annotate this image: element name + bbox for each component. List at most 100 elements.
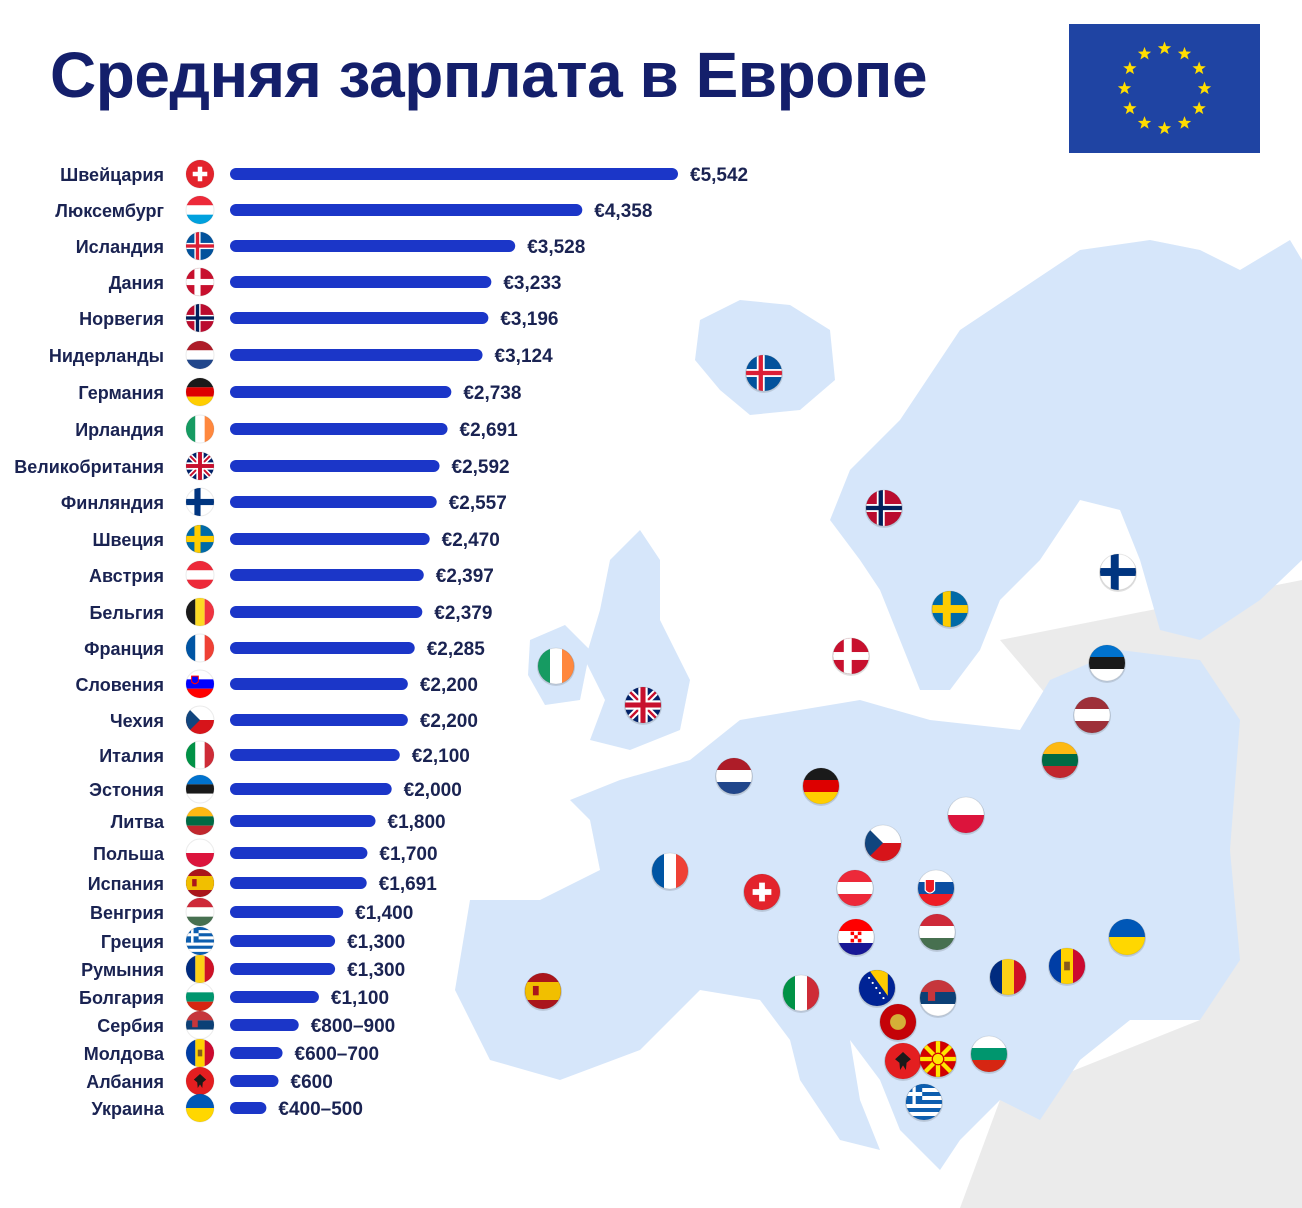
flag-fi-icon	[185, 487, 215, 517]
bar	[230, 847, 368, 859]
bar	[230, 168, 678, 180]
flag-gr-icon	[185, 926, 215, 956]
map-flag-al-icon	[884, 1042, 922, 1081]
map-flag-fr-icon	[651, 852, 689, 891]
country-label: Люксембург	[55, 201, 164, 221]
value-label: €2,592	[452, 457, 510, 478]
map-flag-ro-icon	[989, 958, 1027, 997]
bar	[230, 1075, 279, 1087]
bar	[230, 349, 483, 361]
country-label: Сербия	[97, 1016, 164, 1036]
map-flag-de-icon	[802, 767, 840, 806]
bar	[230, 1019, 299, 1031]
value-label: €400–500	[278, 1099, 363, 1120]
country-label: Италия	[99, 746, 164, 766]
bar	[230, 533, 430, 545]
bar	[230, 1047, 283, 1059]
flag-se-icon	[185, 524, 215, 554]
value-label: €600	[291, 1072, 333, 1093]
value-label: €1,691	[379, 874, 438, 895]
value-label: €4,358	[594, 201, 652, 222]
bar	[230, 963, 336, 975]
flag-at-icon	[185, 560, 215, 590]
eu-star-icon	[1192, 101, 1206, 115]
map-flag-mk-icon	[919, 1040, 957, 1079]
bar	[230, 714, 408, 726]
eu-star-icon	[1123, 61, 1137, 75]
flag-ee-icon	[185, 774, 215, 804]
bar	[230, 606, 423, 618]
flag-it-icon	[185, 740, 215, 770]
bar	[230, 496, 437, 508]
value-label: €600–700	[295, 1044, 380, 1065]
country-label: Испания	[88, 874, 164, 894]
country-label: Польша	[93, 844, 165, 864]
flag-ch-icon	[185, 159, 215, 189]
map-flag-ee-icon	[1088, 644, 1126, 683]
continental-europe-landmass	[455, 650, 1240, 1170]
value-label: €5,542	[690, 165, 748, 186]
country-label: Исландия	[76, 237, 164, 257]
country-label: Греция	[101, 932, 164, 952]
country-label: Словения	[76, 675, 164, 695]
bar	[230, 783, 392, 795]
country-label: Молдова	[84, 1044, 165, 1064]
country-label: Франция	[84, 639, 164, 659]
value-label: €2,470	[442, 530, 500, 551]
eu-star-icon	[1137, 46, 1152, 60]
country-label: Румыния	[81, 960, 164, 980]
bar	[230, 991, 319, 1003]
value-label: €1,100	[331, 988, 389, 1009]
flag-hu-icon	[185, 897, 215, 927]
value-label: €2,557	[449, 493, 507, 514]
bar	[230, 1102, 267, 1114]
value-label: €800–900	[311, 1016, 396, 1037]
value-label: €2,397	[436, 566, 494, 587]
country-label: Швейцария	[60, 165, 164, 185]
country-label: Болгария	[79, 988, 164, 1008]
eu-star-icon	[1123, 101, 1137, 115]
country-label: Австрия	[89, 566, 164, 586]
map-flag-se-icon	[931, 590, 969, 629]
map-flag-at-icon	[836, 869, 874, 908]
flag-al-icon	[185, 1066, 215, 1096]
value-label: €3,124	[495, 346, 554, 367]
map-flag-ba-icon	[858, 969, 896, 1008]
value-label: €2,000	[404, 780, 462, 801]
flag-be-icon	[185, 597, 215, 627]
map-flag-ua-icon	[1108, 918, 1146, 957]
bar	[230, 678, 408, 690]
bar	[230, 386, 452, 398]
map-flag-it-icon	[782, 974, 820, 1013]
map-flag-rs-icon	[919, 979, 957, 1018]
flag-bg-icon	[185, 982, 215, 1012]
map-flag-hu-icon	[918, 913, 956, 952]
bar	[230, 569, 424, 581]
value-label: €1,700	[379, 844, 437, 865]
bar	[230, 749, 400, 761]
bar	[230, 642, 415, 654]
bar	[230, 906, 344, 918]
bar	[230, 935, 336, 947]
eu-star-icon	[1177, 116, 1192, 129]
country-label: Украина	[92, 1099, 165, 1119]
bar	[230, 460, 440, 472]
flag-dk-icon	[185, 267, 215, 297]
map-flag-ch-icon	[743, 873, 781, 912]
value-label: €3,528	[527, 237, 585, 258]
flag-si-icon	[185, 669, 215, 699]
map-flag-bg-icon	[970, 1035, 1008, 1074]
map-flag-dk-icon	[832, 637, 870, 676]
flag-is-icon	[185, 231, 215, 261]
eu-star-icon	[1137, 116, 1152, 129]
flag-ua-icon	[185, 1093, 215, 1123]
eu-star-icon	[1157, 41, 1172, 55]
country-label: Нидерланды	[49, 346, 164, 366]
value-label: €1,300	[347, 932, 405, 953]
country-label: Норвегия	[79, 309, 164, 329]
value-label: €2,200	[420, 675, 478, 696]
country-label: Швеция	[92, 530, 164, 550]
value-label: €2,100	[412, 746, 470, 767]
scandinavia-landmass	[830, 240, 1302, 690]
bar	[230, 204, 583, 216]
